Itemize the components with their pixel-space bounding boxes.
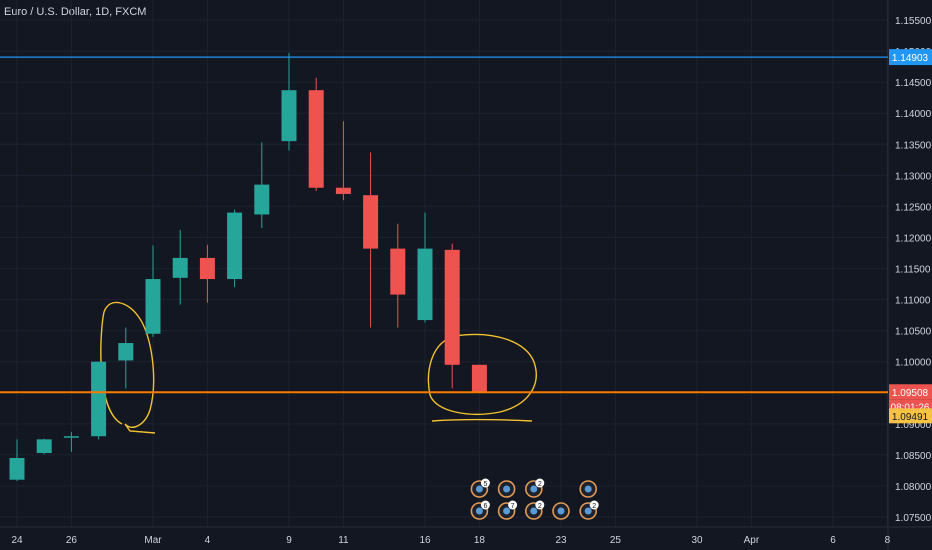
event-count-label: 2 <box>538 481 542 488</box>
candle-body-up <box>254 184 270 215</box>
event-markers: 5 2 6 7 2 2 <box>470 478 599 520</box>
hand-drawn-circle-left <box>100 301 156 434</box>
price-tick-label: 1.13500 <box>895 140 932 151</box>
price-tick-label: 1.13000 <box>895 171 932 182</box>
event-count-label: 5 <box>483 481 487 488</box>
time-tick-label: Mar <box>144 535 162 546</box>
current-price-badge <box>889 384 932 400</box>
price-tick-label: 1.10500 <box>895 327 932 338</box>
time-tick-label: 18 <box>474 535 486 546</box>
price-tick-label: 1.08500 <box>895 451 932 462</box>
price-tick-label: 1.12000 <box>895 233 932 244</box>
candle-body-down <box>444 249 460 365</box>
time-tick-label: 9 <box>286 535 292 546</box>
candle-body-up <box>172 257 188 278</box>
price-axis[interactable]: 1.075001.080001.085001.090001.095001.100… <box>895 16 932 524</box>
time-axis[interactable]: 24 26 Mar 4 9 11 16 18 23 25 30 Apr 6 8 <box>11 535 890 546</box>
candle-body-down <box>308 90 324 188</box>
time-tick-label: 16 <box>419 535 431 546</box>
time-tick-label: 8 <box>885 535 891 546</box>
price-tick-label: 1.12500 <box>895 202 932 213</box>
price-tick-label: 1.08000 <box>895 482 932 493</box>
hand-drawn-annotations <box>100 301 537 434</box>
hand-drawn-underline <box>431 418 533 422</box>
time-tick-label: 23 <box>555 535 567 546</box>
price-tick-label: 1.11000 <box>895 296 931 307</box>
time-tick-label: 4 <box>205 535 211 546</box>
candle-body-up <box>63 436 79 438</box>
resistance-price-badge <box>889 49 932 66</box>
candle-body-up <box>91 361 107 437</box>
resistance-price-label: 1.14903 <box>892 53 929 64</box>
event-count-badge <box>535 500 545 510</box>
low-price-badge <box>889 408 932 424</box>
event-flag-icon <box>584 485 592 493</box>
event-count-label: 2 <box>538 503 542 510</box>
time-tick-label: 26 <box>66 535 78 546</box>
price-tick-label: 1.14000 <box>895 109 932 120</box>
event-flag-icon <box>475 485 483 493</box>
candle-body-up <box>9 457 25 480</box>
candle-body-up <box>227 212 243 280</box>
candle-body-up <box>417 248 433 321</box>
price-tick-label: 1.15500 <box>895 16 932 27</box>
current-price-label: 1.09508 <box>892 388 929 399</box>
low-price-label: 1.09491 <box>892 412 929 423</box>
price-tick-label: 1.09000 <box>895 420 932 431</box>
candle-body-up <box>36 439 52 454</box>
time-tick-label: 6 <box>830 535 836 546</box>
price-tick-label: 1.11500 <box>895 265 931 276</box>
time-tick-label: 30 <box>691 535 703 546</box>
candle-body-up <box>281 90 297 142</box>
price-tick-label: 1.07500 <box>895 513 932 524</box>
event-flag-icon <box>530 485 538 493</box>
time-tick-label: 24 <box>11 535 23 546</box>
candle-body-down <box>471 364 487 392</box>
candle-body-down <box>335 187 351 194</box>
event-flag-icon <box>475 507 483 515</box>
price-tick-label: 1.10000 <box>895 358 932 369</box>
countdown-label: 08:01:26 <box>891 402 930 413</box>
chart-title: Euro / U.S. Dollar, 1D, FXCM <box>4 6 147 18</box>
candle-body-up <box>145 279 161 334</box>
event-count-badge <box>535 478 545 488</box>
event-flag-icon <box>530 507 538 515</box>
candle-body-down <box>199 257 215 280</box>
event-flag-icon <box>503 507 511 515</box>
time-tick-label: Apr <box>744 535 760 546</box>
time-tick-label: 11 <box>338 535 349 546</box>
price-badges: 1.14903 1.09508 08:01:261.09491 <box>889 49 932 424</box>
event-count-badge <box>508 500 518 510</box>
event-count-label: 7 <box>511 503 515 510</box>
candle-body-down <box>390 248 406 295</box>
event-flag-icon <box>584 507 592 515</box>
candle-body-down <box>363 195 379 249</box>
event-flag-icon <box>503 485 511 493</box>
price-tick-label: 1.14500 <box>895 78 932 89</box>
event-count-label: 2 <box>592 503 596 510</box>
event-flag-icon <box>557 507 565 515</box>
hand-drawn-circle-right <box>427 333 537 415</box>
candle-body-up <box>118 343 134 361</box>
time-tick-label: 25 <box>610 535 622 546</box>
event-count-badge <box>589 500 599 510</box>
event-count-badge <box>480 478 490 488</box>
candles <box>9 52 487 481</box>
event-count-label: 6 <box>483 503 487 510</box>
horizontal-lines <box>0 56 888 394</box>
event-count-badge <box>480 500 490 510</box>
